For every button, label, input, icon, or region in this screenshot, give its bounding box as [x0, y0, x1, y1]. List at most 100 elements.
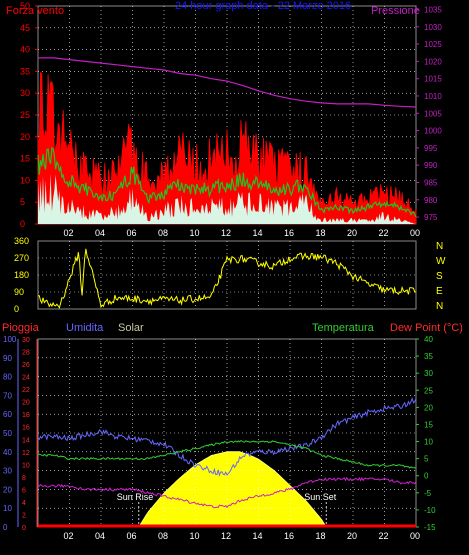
temperature-y-tick: 40 — [424, 335, 433, 344]
temperature-y-tick: 35 — [424, 352, 433, 361]
x-tick-label: 06 — [127, 531, 137, 541]
x-tick-label: 18 — [316, 531, 326, 541]
temperature-y-tick: 5 — [424, 455, 429, 464]
pressure-series — [38, 57, 417, 108]
climate-legend: Pioggia Umidita Solar Temperatura Dew Point … — [2, 322, 463, 334]
humidity-y-tick: 50 — [3, 429, 12, 438]
x-tick-label: 22 — [379, 531, 389, 541]
sun-annotation: Sun Rise — [117, 492, 154, 502]
wind-y-tick: 45 — [20, 23, 30, 33]
direction-y-tick: 0 — [14, 304, 19, 314]
x-tick-label: 14 — [253, 531, 263, 541]
rain-y-tick: 8 — [22, 475, 26, 482]
pressure-right-ticks: 975 980 985 990 995 1000 1005 1010 1015 1020 1025 1… — [416, 5, 442, 222]
rain-y-tick: 22 — [22, 387, 30, 394]
wind-y-tick: 20 — [20, 132, 30, 142]
wind-y-tick: 40 — [20, 45, 30, 55]
compass-label: E — [436, 286, 443, 297]
compass-label: W — [436, 256, 446, 267]
x-tick-label: 16 — [284, 228, 294, 238]
sun-annotation: Sun Set — [304, 492, 337, 502]
wind-y-tick: 30 — [20, 88, 30, 98]
x-tick-label: 14 — [253, 228, 263, 238]
x-tick-label: 18 — [316, 228, 326, 238]
x-tick-label: 20 — [347, 228, 357, 238]
pressure-y-tick: 1025 — [424, 40, 442, 49]
x-tick-label: 02 — [64, 228, 74, 238]
compass-label: N — [436, 241, 443, 252]
x-tick-label: 00 — [410, 531, 420, 541]
wind-gust-series — [37, 71, 417, 225]
climate-x-ticks: 02 04 06 08 10 12 14 16 18 20 22 00 — [64, 531, 421, 541]
dewpoint-series — [37, 476, 417, 509]
x-tick-label: 04 — [95, 531, 105, 541]
chart-title: 24 hour graph data - 22 Marzo 2016 — [175, 0, 351, 12]
climate-series — [37, 397, 417, 509]
humidity-y-tick: 20 — [3, 485, 12, 494]
rain-y-tick: 10 — [22, 462, 30, 469]
rain-y-tick: 16 — [22, 425, 30, 432]
wind-y-tick: 10 — [20, 175, 30, 185]
humidity-y-tick: 10 — [3, 504, 12, 513]
wind-y-tick: 35 — [20, 66, 30, 76]
x-tick-label: 06 — [127, 228, 137, 238]
wind-y-tick: 25 — [20, 110, 30, 120]
wind-min-series — [38, 173, 416, 224]
temperature-y-tick: 15 — [424, 420, 433, 429]
x-tick-label: 02 — [64, 531, 74, 541]
rain-y-tick: 24 — [22, 375, 30, 382]
compass-label: S — [436, 271, 443, 282]
x-tick-label: 22 — [379, 228, 389, 238]
temperature-y-tick: 10 — [424, 438, 433, 447]
wind-series — [37, 57, 417, 225]
pressure-y-tick: 1035 — [424, 5, 442, 14]
rain-y-tick: 6 — [22, 487, 26, 494]
x-tick-label: 12 — [221, 228, 231, 238]
direction-grid — [38, 241, 416, 309]
pressure-y-tick: 1010 — [424, 92, 442, 101]
temperature-y-tick: -10 — [424, 506, 436, 515]
rain-y-tick: 18 — [22, 412, 30, 419]
legend-entry: Pioggia — [2, 322, 40, 334]
temperature-y-tick: -5 — [424, 489, 432, 498]
wind-grid — [38, 6, 416, 224]
rain-y-tick: 0 — [22, 525, 26, 532]
direction-y-tick: 360 — [14, 236, 29, 246]
legend-entry: Dew Point (°C) — [390, 322, 463, 334]
humidity-axis-ticks: 0 10 20 30 40 50 60 70 80 90 100 — [3, 335, 19, 532]
wind-x-ticks: 02 04 06 08 10 12 14 16 18 20 22 00 — [64, 228, 421, 238]
humidity-y-tick: 0 — [3, 523, 8, 532]
wind-y-tick: 0 — [20, 219, 25, 229]
temperature-series — [38, 440, 417, 469]
wind-left-ticks: 0 5 10 15 20 25 30 35 40 45 50 — [20, 1, 38, 229]
wind-y-tick: 15 — [20, 154, 30, 164]
x-tick-label: 16 — [284, 531, 294, 541]
direction-y-tick: 90 — [14, 287, 24, 297]
pressure-y-tick: 1005 — [424, 109, 442, 118]
humidity-y-tick: 100 — [3, 335, 17, 344]
wind-direction-series — [38, 248, 417, 309]
rain-y-tick: 28 — [22, 350, 30, 357]
legend-entry: Umidita — [66, 322, 104, 334]
humidity-y-tick: 40 — [3, 448, 12, 457]
pressure-y-tick: 995 — [424, 144, 438, 153]
x-tick-label: 10 — [190, 228, 200, 238]
pressure-y-tick: 1030 — [424, 23, 442, 32]
humidity-y-tick: 30 — [3, 467, 12, 476]
x-tick-label: 00 — [410, 228, 420, 238]
humidity-y-tick: 90 — [3, 354, 12, 363]
rain-y-tick: 20 — [22, 400, 30, 407]
x-tick-label: 10 — [190, 531, 200, 541]
rain-y-tick: 14 — [22, 437, 30, 444]
pressure-y-tick: 975 — [424, 213, 438, 222]
pressure-axis-label: Pressione — [371, 5, 420, 17]
x-tick-label: 04 — [95, 228, 105, 238]
humidity-y-tick: 80 — [3, 373, 12, 382]
x-tick-label: 20 — [347, 531, 357, 541]
rain-y-tick: 2 — [22, 512, 26, 519]
pressure-y-tick: 985 — [424, 178, 438, 187]
